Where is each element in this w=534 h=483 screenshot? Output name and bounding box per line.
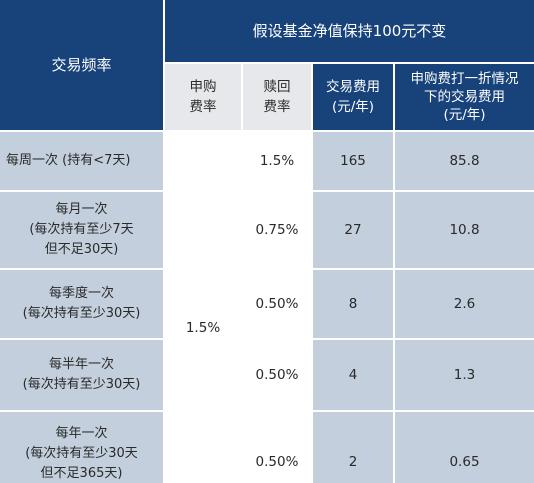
row-cost: 165 [313,132,393,190]
row-frequency: 每月一次 (每次持有至少7天 但不足30天) [0,192,163,268]
subscription-fee-cell: 1.5% [165,132,241,483]
row-redemption-fee: 0.75% [243,192,311,268]
row-frequency: 每周一次 (持有<7天) [0,132,163,190]
row-discount-cost: 2.6 [395,270,534,338]
header-discount-cost: 申购费打一折情况 下的交易费用 (元/年) [395,64,534,130]
row-redemption-fee: 0.50% [243,270,311,338]
row-frequency: 每季度一次 (每次持有至少30天) [0,270,163,338]
row-discount-cost: 0.65 [395,412,534,483]
row-redemption-fee: 0.50% [243,340,311,410]
row-frequency: 每年一次 (每次持有至少30天 但不足365天) [0,412,163,483]
row-cost: 8 [313,270,393,338]
header-redemption-fee: 赎回 费率 [243,64,311,130]
row-discount-cost: 1.3 [395,340,534,410]
row-cost: 2 [313,412,393,483]
header-assumption: 假设基金净值保持100元不变 [165,0,534,62]
row-redemption-fee: 0.50% [243,412,311,483]
row-frequency: 每半年一次 (每次持有至少30天) [0,340,163,410]
header-subscription-fee: 申购 费率 [165,64,241,130]
row-discount-cost: 85.8 [395,132,534,190]
row-cost: 4 [313,340,393,410]
row-discount-cost: 10.8 [395,192,534,268]
header-transaction-cost: 交易费用 (元/年) [313,64,393,130]
row-redemption-fee: 1.5% [243,132,311,190]
row-cost: 27 [313,192,393,268]
header-frequency: 交易频率 [0,0,163,130]
